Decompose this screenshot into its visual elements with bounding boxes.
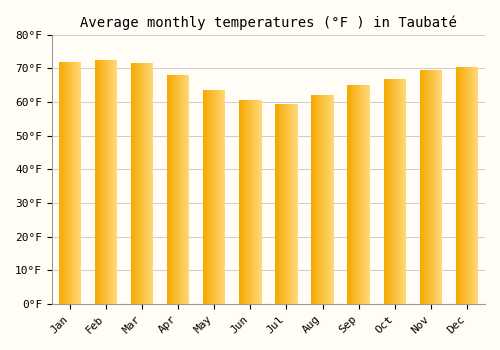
- Title: Average monthly temperatures (°F ) in Taubaté: Average monthly temperatures (°F ) in Ta…: [80, 15, 457, 29]
